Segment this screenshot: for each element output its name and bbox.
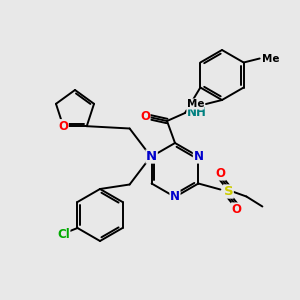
Text: O: O — [231, 203, 242, 216]
Text: S: S — [224, 185, 233, 198]
Text: O: O — [215, 167, 225, 180]
Text: N: N — [194, 150, 203, 163]
Text: O: O — [58, 120, 68, 133]
Text: NH: NH — [187, 106, 207, 119]
Text: N: N — [146, 150, 157, 163]
Text: Me: Me — [262, 53, 279, 64]
Text: N: N — [170, 190, 180, 203]
Text: Me: Me — [187, 99, 204, 109]
Text: O: O — [140, 110, 150, 124]
Text: Cl: Cl — [57, 227, 70, 241]
